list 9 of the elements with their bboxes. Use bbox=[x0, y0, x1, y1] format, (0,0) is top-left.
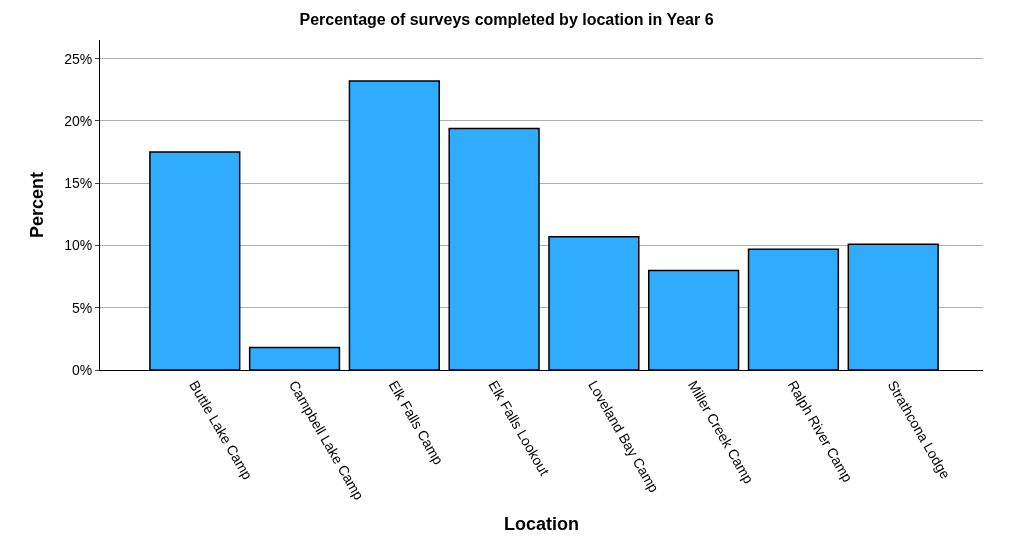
y-tick-label: 15% bbox=[64, 175, 93, 192]
y-tick-label: 5% bbox=[71, 299, 93, 316]
y-axis-title: Percent bbox=[27, 171, 48, 239]
y-tick-label: 20% bbox=[64, 112, 93, 129]
y-tick-label: 25% bbox=[64, 50, 93, 67]
y-tick-label: 0% bbox=[71, 361, 93, 378]
chart-title: Percentage of surveys completed by location in Year 6 bbox=[299, 10, 714, 28]
y-tick-label: 10% bbox=[64, 237, 93, 254]
x-axis-title: Location bbox=[504, 513, 579, 534]
